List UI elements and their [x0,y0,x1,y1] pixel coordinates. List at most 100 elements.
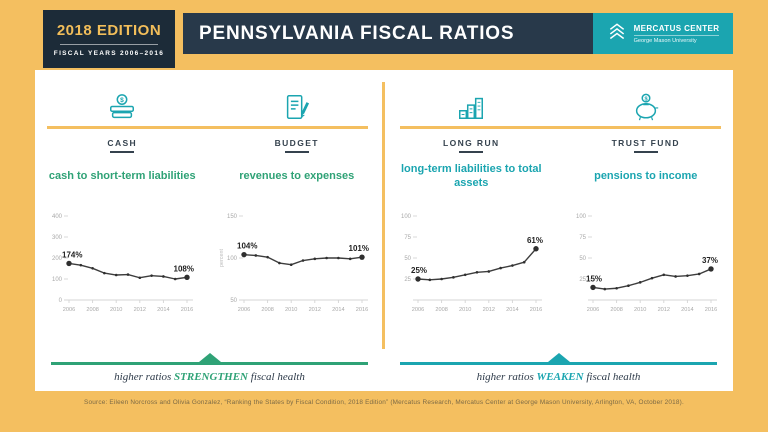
logo-name: MERCATUS CENTER [633,23,720,33]
line-chart-cash: 0 100 200 300 400 2006 2008 2010 2012 2014 2016 174… [52,214,194,313]
svg-text:300: 300 [52,235,63,241]
ratio-subtitle-cash: cash to short-term liabilities [48,170,196,183]
mercatus-logo-icon [607,21,627,46]
caption-post: fiscal health [248,371,305,383]
caption-keyword: WEAKEN [536,371,584,383]
up-arrow-icon [547,353,570,362]
svg-text:2010: 2010 [459,307,471,313]
caption-pre: higher ratios [476,371,537,383]
svg-text:2012: 2012 [483,307,495,313]
svg-text:2014: 2014 [332,307,344,313]
svg-text:0: 0 [59,298,63,304]
svg-text:$: $ [120,97,124,104]
panel-trust-fund: $ TRUST FUND pensions to income 25 50 75 10… [559,70,734,320]
logo-subtitle: George Mason University [633,34,720,44]
title-strip: PENNSYLVANIA FISCAL RATIOS MERCATUS CENT… [183,13,733,54]
fiscal-years-label: FISCAL YEARS 2006–2016 [53,49,165,57]
svg-text:2008: 2008 [261,307,273,313]
svg-text:2010: 2010 [110,307,122,313]
panel-cash: $ CASH cash to short-term liabilities 0 1… [35,70,210,320]
strengthen-caption: higher ratios STRENGTHEN fiscal health [51,371,368,383]
line-chart-trust-fund: 25 50 75 100 2006 2008 2010 2012 2014 2016 15% 37% [576,214,718,313]
panel-long-run: LONG RUN long-term liabilities to total … [384,70,559,320]
svg-text:$: $ [644,96,648,102]
svg-text:25%: 25% [411,266,427,275]
svg-text:200: 200 [52,256,63,262]
svg-text:2012: 2012 [134,307,146,313]
svg-text:50: 50 [230,298,237,304]
svg-text:2016: 2016 [181,307,193,313]
svg-text:75: 75 [579,235,586,241]
budget-icon [282,82,312,122]
category-label-cash: CASH [107,138,138,148]
svg-text:15%: 15% [586,274,602,283]
category-underline [633,151,658,153]
svg-text:2014: 2014 [157,307,169,313]
cash-icon: $ [107,82,137,122]
svg-text:percent: percent [219,249,225,267]
caption-post: fiscal health [583,371,641,383]
svg-text:100: 100 [227,256,238,262]
weaken-footer: higher ratios WEAKEN fiscal health [400,353,717,383]
up-arrow-icon [198,353,221,362]
category-underline [110,151,135,153]
trust-fund-icon: $ [631,82,661,122]
svg-text:37%: 37% [702,256,718,265]
edition-title: 2018 EDITION [56,21,162,39]
svg-text:2006: 2006 [412,307,424,313]
panel-budget: BUDGET revenues to expenses 50 100 150 2006… [210,70,385,320]
svg-text:150: 150 [227,214,238,220]
svg-text:50: 50 [579,256,586,262]
mercatus-logo-block: MERCATUS CENTER George Mason University [593,13,733,54]
ratio-subtitle-trust-fund: pensions to income [594,170,698,183]
svg-text:101%: 101% [348,244,368,253]
svg-text:2016: 2016 [705,307,717,313]
svg-text:2012: 2012 [657,307,669,313]
yellow-rule-left [47,126,368,129]
svg-text:2016: 2016 [356,307,368,313]
line-chart-long-run: 25 50 75 100 2006 2008 2010 2012 2014 2016 25% 61% [401,214,543,313]
caption-pre: higher ratios [114,371,175,383]
svg-text:100: 100 [52,277,63,283]
svg-text:2010: 2010 [634,307,646,313]
svg-text:2012: 2012 [308,307,320,313]
category-label-trust-fund: TRUST FUND [611,138,680,148]
edition-box: 2018 EDITION FISCAL YEARS 2006–2016 [43,10,175,68]
svg-text:2014: 2014 [506,307,518,313]
page-title: PENNSYLVANIA FISCAL RATIOS [199,22,515,44]
ratio-subtitle-long-run: long-term liabilities to total assets [400,163,542,189]
svg-text:2016: 2016 [530,307,542,313]
strengthen-rule [51,353,368,365]
yellow-rule-right [400,126,721,129]
svg-text:2008: 2008 [87,307,99,313]
category-label-long-run: LONG RUN [442,138,500,148]
svg-text:2008: 2008 [436,307,448,313]
svg-text:61%: 61% [527,236,543,245]
svg-text:25: 25 [579,277,586,283]
long-run-icon [456,82,486,122]
strengthen-half: $ CASH cash to short-term liabilities 0 1… [35,70,384,391]
source-citation: Source: Eileen Norcross and Olivia Gonza… [84,399,684,406]
svg-text:400: 400 [52,214,63,220]
weaken-half: LONG RUN long-term liabilities to total … [384,70,733,391]
svg-text:108%: 108% [174,264,194,273]
category-underline [284,151,309,153]
category-underline [459,151,484,153]
weaken-rule [400,353,717,365]
svg-text:2006: 2006 [587,307,599,313]
caption-keyword: STRENGTHEN [174,371,249,383]
svg-text:50: 50 [405,256,412,262]
strengthen-footer: higher ratios STRENGTHEN fiscal health [51,353,368,383]
svg-text:2006: 2006 [238,307,250,313]
edition-divider [60,43,158,45]
svg-text:25: 25 [405,277,412,283]
line-chart-budget: 50 100 150 2006 2008 2010 2012 2014 2016 percent 1… [219,214,369,313]
svg-text:174%: 174% [62,250,82,259]
svg-text:2008: 2008 [610,307,622,313]
svg-text:100: 100 [576,214,587,220]
weaken-caption: higher ratios WEAKEN fiscal health [400,371,717,383]
svg-text:75: 75 [405,235,412,241]
svg-text:2014: 2014 [681,307,693,313]
vertical-divider [382,82,385,349]
